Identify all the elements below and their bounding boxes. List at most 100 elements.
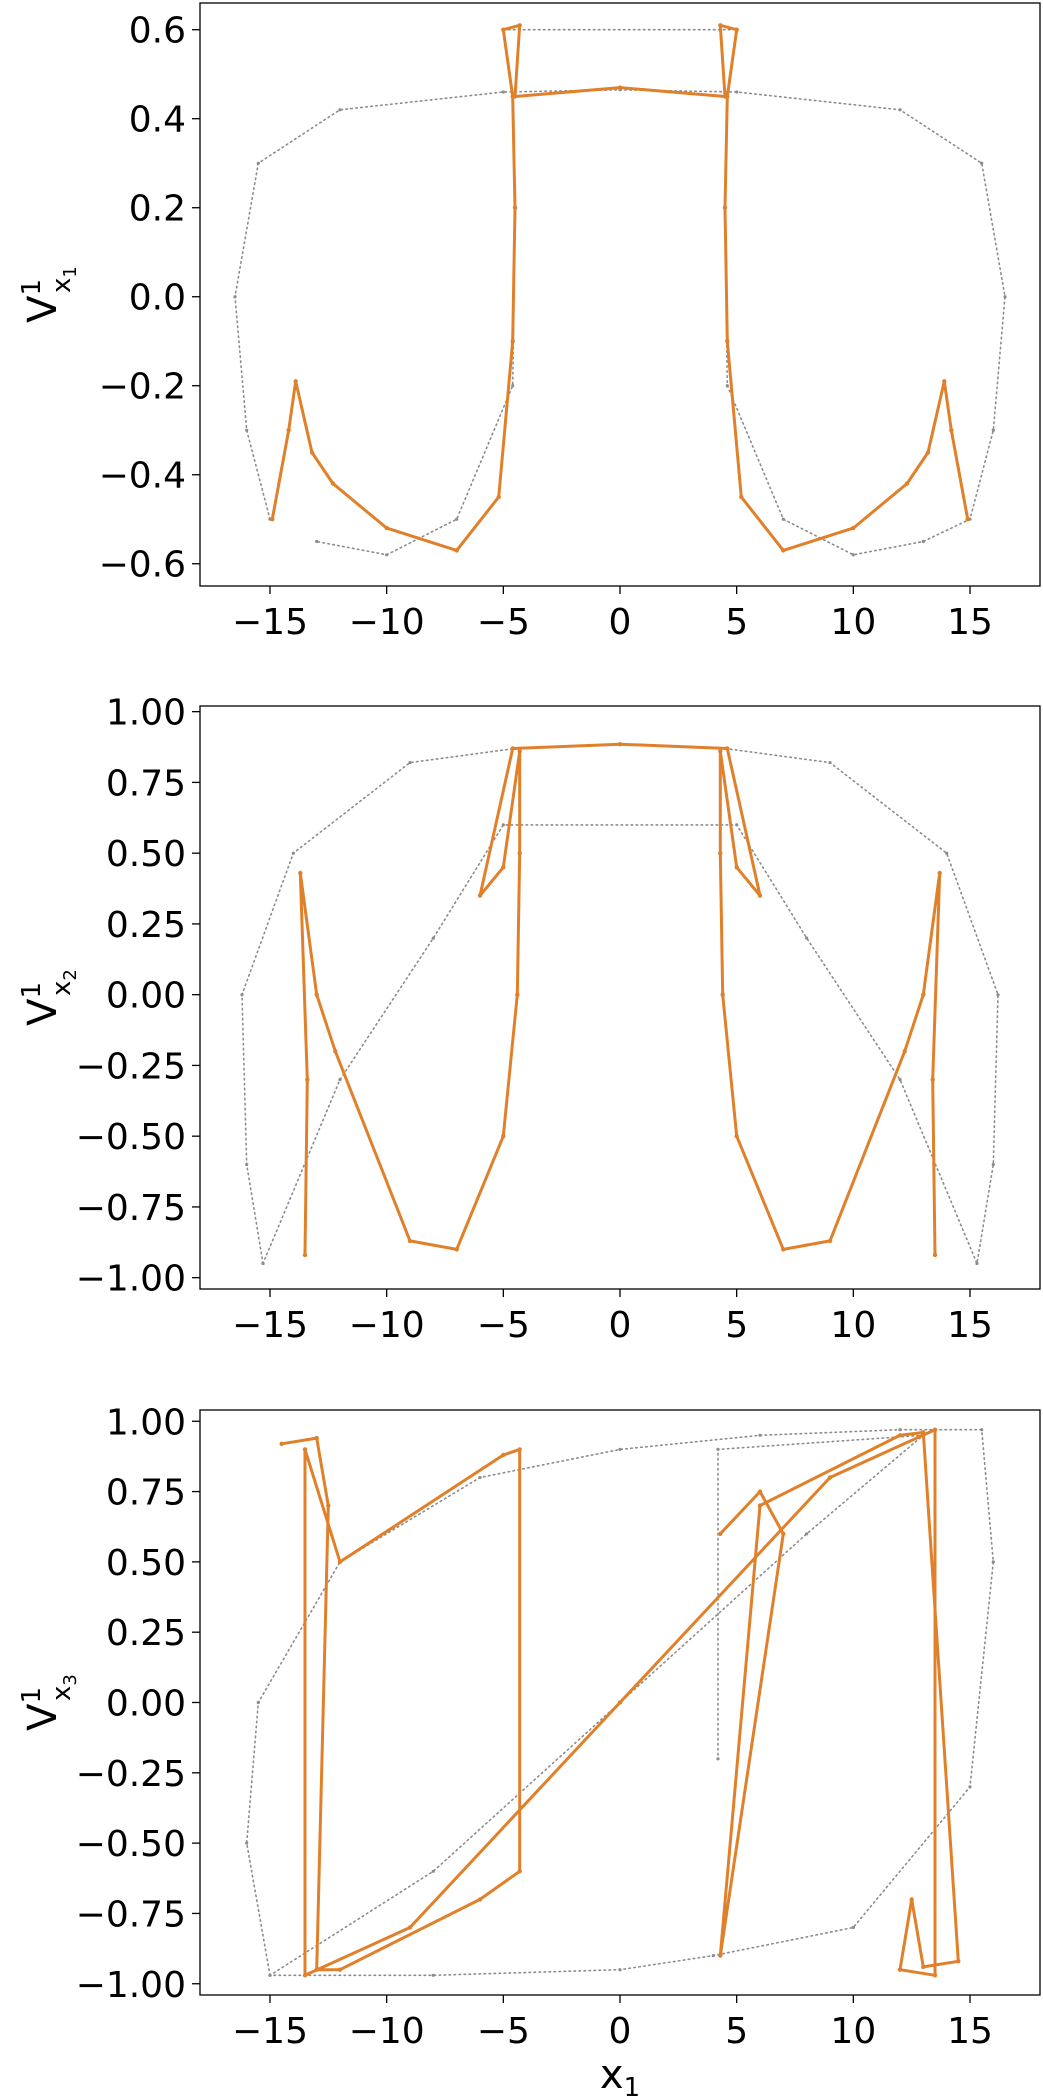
data-point [314,992,319,997]
y-tick-label: 0.00 [106,1684,186,1725]
data-point [454,1247,459,1252]
data-point [739,494,744,500]
data-point [805,936,809,940]
data-point [408,761,412,765]
x-axis-label: x1 [600,2052,640,2097]
y-tick-label: −0.6 [99,545,186,586]
data-point [725,746,730,751]
data-point [618,1447,622,1451]
data-point [975,1261,979,1266]
y-tick-label: −1.00 [76,1965,186,2006]
x-tick-label: −15 [232,602,308,643]
scan-series-2 [241,743,999,1265]
x-tick-label: −5 [477,602,530,643]
data-point [501,90,505,94]
data-point [734,865,739,870]
data-point [454,548,459,553]
y-tick-label: 1.00 [106,1402,186,1443]
data-point [937,870,942,876]
x-tick-label: 15 [947,1305,993,1346]
data-point [734,1134,739,1139]
data-point [851,1925,855,1930]
data-point [734,27,739,32]
data-point [781,1531,786,1537]
data-point [617,742,623,747]
data-point [716,1447,720,1451]
data-point [921,1964,926,1970]
panel-vx2: −15 −10 −5 0 5 10 15 1.00 0.75 0.50 0.25 0.00 −0.25 −… [17,693,1041,1346]
data-point [512,205,518,210]
data-point [501,865,506,870]
data-point [718,851,723,856]
data-point [501,823,505,827]
data-point [897,1433,903,1438]
data-point [921,539,925,544]
data-point [898,1428,902,1432]
x-tick-label: 10 [830,2011,876,2052]
x-tick-label: −5 [477,2011,530,2052]
data-point [735,90,739,94]
x-tick-label: 0 [609,1305,632,1346]
data-point [851,525,856,531]
data-point [510,339,515,344]
data-point [725,94,730,99]
x-tick-label: 10 [830,602,876,643]
data-point [291,851,295,855]
data-point [781,517,785,521]
data-point [270,517,275,522]
data-point [991,428,995,432]
data-point [945,851,949,855]
data-point [478,1475,482,1480]
y-tick-label: 0.4 [129,100,186,141]
data-point [930,1077,935,1082]
data-point [407,1925,413,1930]
data-point [338,1078,342,1082]
data-point [261,1261,265,1266]
data-point [501,27,506,32]
data-point [932,1252,938,1258]
x-tick-label: 0 [609,2011,632,2052]
data-point [515,992,520,997]
y-tick-label: −0.75 [76,1894,186,1935]
data-point [757,1503,763,1508]
data-point [617,85,623,90]
data-point [314,1435,319,1441]
data-point [431,936,435,940]
data-point [298,870,303,876]
panel-vx1: −15 −10 −5 0 5 10 15 0.6 0.4 0.2 0.0 −0.2 −0.4 −0.6 V1… [17,2,1041,643]
x-tick-label: 10 [830,1305,876,1346]
trajectory-series-2 [298,742,942,1257]
trajectory-series-1 [270,23,970,552]
y-tick-label: 0.2 [129,189,186,230]
data-point [932,1427,938,1432]
data-point [718,1953,723,1958]
data-point [897,1967,903,1972]
data-point [385,553,389,557]
data-point [898,1078,902,1082]
x-tick-label: −10 [349,1305,425,1346]
data-point [965,517,970,522]
data-point [268,1973,272,1977]
y-tick-label: −0.50 [76,1824,186,1865]
y-tick-label: 0.75 [106,763,186,804]
data-point [302,1973,308,1978]
x-tick-label: −5 [477,1305,530,1346]
data-point [996,993,1000,997]
data-point [302,1252,308,1258]
data-point [925,450,931,455]
data-point [718,23,723,28]
panel-vx3: −15 −10 −5 0 5 10 15 1.00 0.75 0.50 0.25 0.00 −0.25 −… [17,1402,1041,2097]
data-point [827,1475,833,1480]
data-point [330,481,336,486]
data-point [293,379,298,384]
data-point [725,339,730,344]
y-tick-label: 0.75 [106,1473,186,1514]
y-tick-label: 0.0 [129,278,186,319]
data-point [279,1441,284,1447]
y-tick-label: −0.25 [76,1046,186,1087]
data-point [980,1428,984,1432]
data-point [711,1954,715,1958]
data-point [828,761,832,765]
data-point [716,1757,720,1761]
